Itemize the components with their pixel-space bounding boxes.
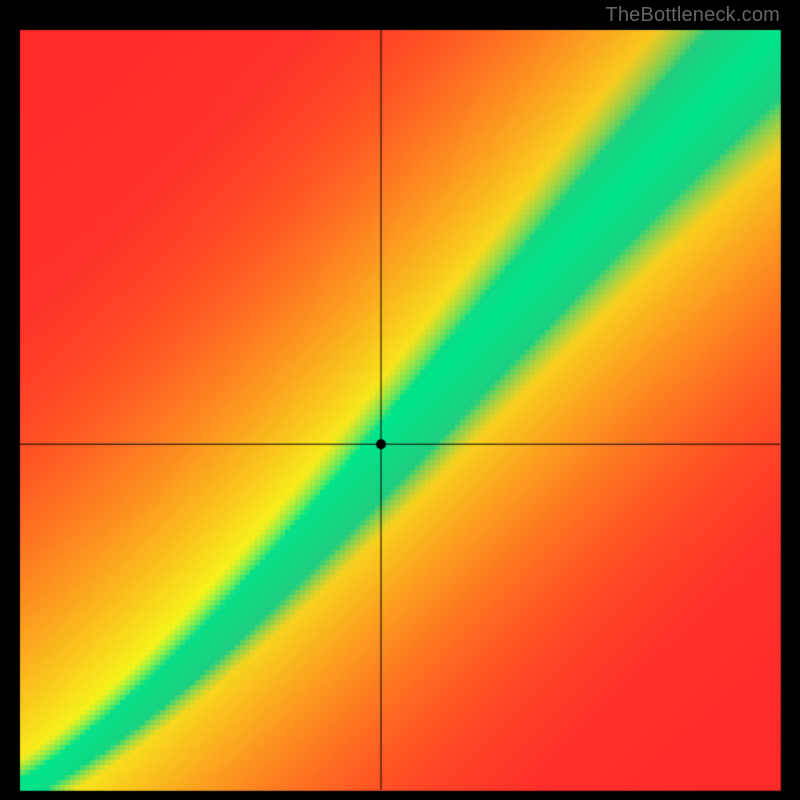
chart-container: TheBottleneck.com xyxy=(0,0,800,800)
attribution-label: TheBottleneck.com xyxy=(605,4,780,27)
bottleneck-heatmap-canvas xyxy=(0,0,800,800)
